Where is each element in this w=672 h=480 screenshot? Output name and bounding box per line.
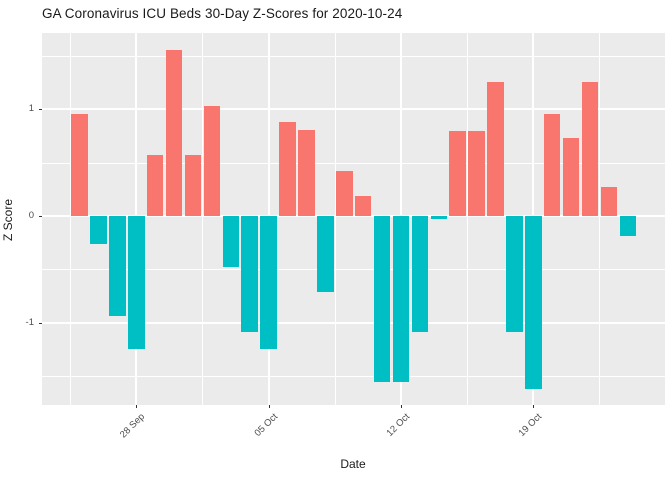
x-tick-label: 12 Oct — [384, 411, 413, 439]
bar — [354, 195, 372, 216]
x-axis-tick — [268, 405, 270, 408]
bar — [430, 216, 448, 220]
y-minor-gridline — [42, 376, 665, 378]
bar — [165, 49, 183, 216]
bar — [600, 187, 618, 216]
y-tick-label: 0 — [28, 210, 34, 221]
bar — [392, 216, 410, 382]
bar — [260, 216, 277, 350]
y-axis-tick — [39, 109, 42, 111]
x-axis-tick — [136, 405, 138, 408]
bar — [241, 216, 258, 333]
bar — [279, 122, 296, 216]
x-tick-label: 05 Oct — [252, 411, 280, 439]
y-minor-gridline — [42, 269, 665, 271]
y-major-gridline — [42, 215, 665, 217]
plot-panel — [42, 33, 665, 405]
y-tick-label: 1 — [28, 103, 34, 115]
x-tick-label: 28 Sep — [118, 411, 148, 441]
x-axis-title: Date — [340, 457, 366, 471]
x-tick-label: 19 Oct — [516, 411, 545, 439]
bar — [298, 129, 315, 216]
bar — [90, 216, 107, 244]
y-tick-label: -1 — [25, 316, 34, 328]
bar — [506, 216, 523, 333]
y-axis-tick — [39, 216, 42, 217]
bar — [128, 216, 145, 350]
x-minor-gridline — [70, 33, 72, 405]
x-minor-gridline — [202, 33, 204, 405]
bar — [336, 171, 353, 216]
y-major-gridline — [42, 108, 665, 111]
bar — [373, 216, 391, 382]
bar — [317, 216, 334, 292]
bar — [184, 155, 202, 216]
bar — [619, 216, 637, 237]
bar — [487, 81, 504, 216]
chart-title: GA Coronavirus ICU Beds 30-Day Z-Scores … — [42, 6, 403, 21]
y-minor-gridline — [42, 55, 665, 57]
bar — [449, 130, 466, 216]
bar — [222, 216, 240, 268]
x-minor-gridline — [467, 33, 469, 405]
x-axis-tick — [400, 405, 402, 408]
x-minor-gridline — [599, 33, 601, 405]
bar — [203, 106, 221, 216]
bar — [411, 216, 429, 333]
bar — [562, 138, 580, 216]
y-major-gridline — [42, 321, 665, 324]
y-minor-gridline — [42, 162, 665, 164]
x-axis-tick — [533, 405, 535, 408]
bar — [71, 113, 88, 216]
x-minor-gridline — [334, 33, 336, 405]
bar — [109, 216, 126, 317]
bar — [146, 155, 164, 216]
y-axis-title: Z Score — [1, 199, 15, 242]
bar — [468, 130, 485, 216]
y-axis-tick — [39, 322, 42, 324]
bar — [525, 216, 542, 389]
bar — [581, 81, 599, 216]
bar — [543, 113, 561, 216]
